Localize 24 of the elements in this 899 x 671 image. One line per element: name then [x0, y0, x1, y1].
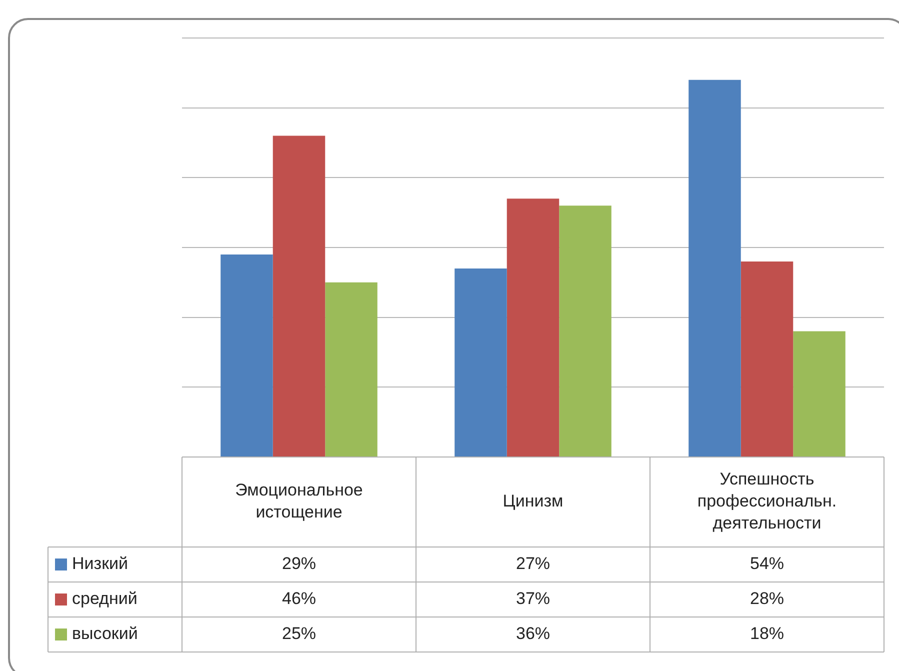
- bar: [325, 282, 378, 456]
- bar: [454, 268, 507, 456]
- data-label: 27%: [516, 554, 550, 574]
- bar: [506, 198, 560, 456]
- bar: [793, 331, 846, 456]
- data-label: 36%: [516, 624, 550, 644]
- bar: [688, 80, 741, 456]
- data-label: 28%: [750, 589, 784, 608]
- bar: [559, 206, 612, 456]
- data-label: 54%: [750, 554, 784, 574]
- x-tick-label: Успешность профессиональн. деятельности: [697, 470, 837, 533]
- legend-label: Низкий: [72, 554, 128, 574]
- data-label: 37%: [516, 589, 550, 608]
- legend-label: средний: [72, 589, 138, 608]
- legend-label: высокий: [72, 624, 138, 644]
- data-label: 25%: [282, 624, 316, 644]
- bar: [220, 254, 273, 456]
- bar: [740, 261, 794, 456]
- x-tick-label: Эмоциональное истощение: [235, 480, 363, 522]
- data-label: 46%: [282, 589, 316, 608]
- x-tick-label: Цинизм: [502, 492, 564, 511]
- data-label: 18%: [750, 624, 784, 644]
- data-label: 29%: [282, 554, 316, 574]
- bar: [272, 136, 326, 456]
